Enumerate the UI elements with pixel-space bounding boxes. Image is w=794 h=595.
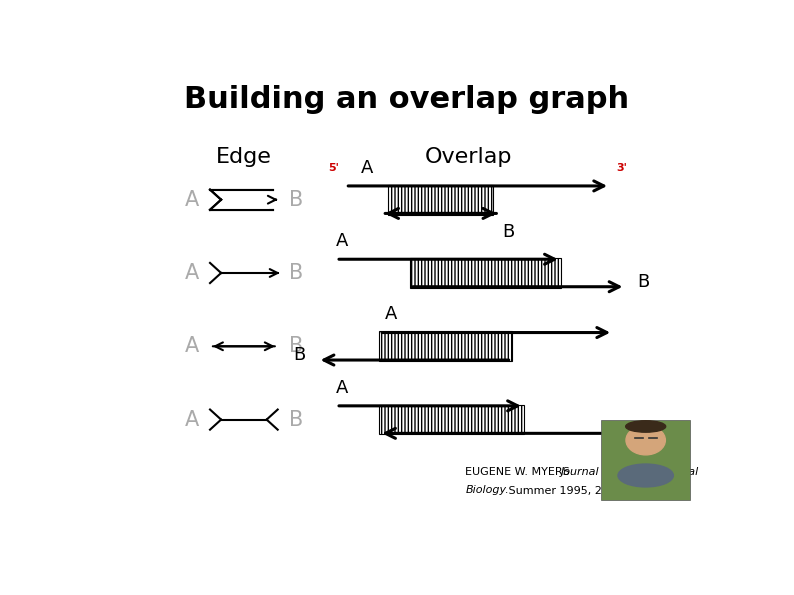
Text: B: B bbox=[503, 223, 515, 241]
Circle shape bbox=[626, 425, 665, 455]
Text: B: B bbox=[293, 346, 306, 365]
Text: A: A bbox=[184, 263, 198, 283]
Bar bbox=[388, 185, 493, 215]
Bar bbox=[380, 331, 511, 361]
Text: B: B bbox=[638, 273, 650, 291]
Text: Summer 1995, 2(2): 275-290: Summer 1995, 2(2): 275-290 bbox=[505, 485, 672, 495]
Bar bbox=[410, 258, 561, 288]
Text: Journal of Computational: Journal of Computational bbox=[561, 467, 699, 477]
Text: A: A bbox=[360, 159, 373, 177]
Text: B: B bbox=[289, 190, 303, 209]
Text: EUGENE W. MYERS.: EUGENE W. MYERS. bbox=[465, 467, 577, 477]
Text: A: A bbox=[184, 190, 198, 209]
Text: Overlap: Overlap bbox=[425, 147, 512, 167]
Bar bbox=[380, 405, 524, 434]
Text: B: B bbox=[616, 419, 628, 438]
Ellipse shape bbox=[626, 421, 665, 432]
Text: Edge: Edge bbox=[216, 147, 272, 167]
Text: A: A bbox=[336, 232, 349, 250]
Text: B: B bbox=[289, 336, 303, 356]
Text: A: A bbox=[184, 409, 198, 430]
Text: Biology.: Biology. bbox=[465, 485, 509, 495]
Text: 5': 5' bbox=[329, 162, 339, 173]
Text: A: A bbox=[184, 336, 198, 356]
Text: 3': 3' bbox=[616, 162, 627, 173]
Text: A: A bbox=[385, 305, 398, 323]
Text: B: B bbox=[289, 409, 303, 430]
Text: Building an overlap graph: Building an overlap graph bbox=[184, 85, 630, 114]
Bar bbox=[210, 190, 269, 209]
Ellipse shape bbox=[618, 464, 673, 487]
Text: B: B bbox=[289, 263, 303, 283]
Bar bbox=[601, 419, 690, 500]
Text: A: A bbox=[336, 378, 349, 396]
